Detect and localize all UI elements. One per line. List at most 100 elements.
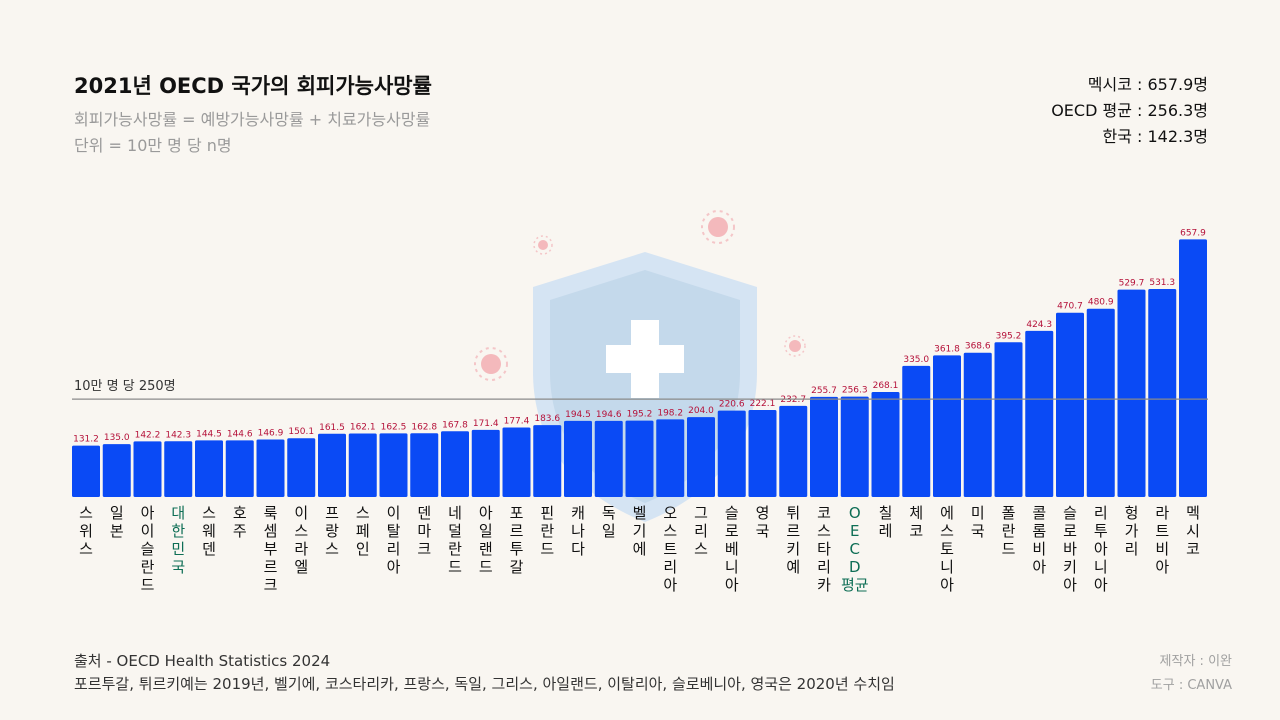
data-label: 135.0 xyxy=(104,433,130,443)
data-label: 150.1 xyxy=(288,427,314,437)
bar xyxy=(102,444,131,497)
bar xyxy=(687,417,715,497)
tool-credit: 도구 : CANVA xyxy=(1150,678,1232,693)
data-label: 144.6 xyxy=(227,429,253,439)
bar xyxy=(471,429,500,497)
data-label: 142.2 xyxy=(135,430,161,440)
bar xyxy=(502,427,531,497)
data-label: 162.5 xyxy=(381,422,407,432)
data-label: 424.3 xyxy=(1026,320,1052,330)
data-label: 142.3 xyxy=(165,430,191,440)
bar xyxy=(564,420,592,497)
bar xyxy=(902,365,931,497)
bar xyxy=(287,438,316,497)
virus-icon xyxy=(701,210,735,244)
data-label: 167.8 xyxy=(442,420,468,430)
bar xyxy=(348,433,377,497)
data-label: 480.9 xyxy=(1088,298,1114,308)
bar xyxy=(318,433,346,497)
bar xyxy=(717,410,746,497)
bar xyxy=(748,410,777,497)
data-label: 268.1 xyxy=(873,381,899,391)
data-label: 183.6 xyxy=(534,414,560,424)
bar xyxy=(994,342,1023,497)
data-label: 470.7 xyxy=(1057,302,1083,312)
bar xyxy=(1025,330,1054,497)
data-label: 171.4 xyxy=(473,419,499,429)
data-label: 335.0 xyxy=(903,355,929,365)
bar xyxy=(1179,239,1207,498)
data-label: 256.3 xyxy=(842,386,868,396)
bar xyxy=(441,431,469,497)
data-label: 361.8 xyxy=(934,344,960,354)
virus-icon xyxy=(533,235,553,255)
data-label: 222.1 xyxy=(750,399,776,409)
bar xyxy=(1117,289,1146,497)
reference-line-label: 10만 명 당 250명 xyxy=(74,379,176,394)
data-label: 198.2 xyxy=(657,408,683,418)
data-label: 368.6 xyxy=(965,342,991,352)
stat-mexico: 멕시코 : 657.9명 xyxy=(1087,75,1208,94)
bar xyxy=(256,439,285,497)
data-label: 162.8 xyxy=(411,422,437,432)
data-label: 232.7 xyxy=(780,395,806,405)
data-label: 194.5 xyxy=(565,410,591,420)
bar xyxy=(656,419,685,497)
data-label: 162.1 xyxy=(350,423,376,433)
data-label: 195.2 xyxy=(627,410,653,420)
bar xyxy=(72,445,100,497)
chart-title: 2021년 OECD 국가의 회피가능사망률 xyxy=(74,74,432,98)
data-label: 220.6 xyxy=(719,400,745,410)
bar xyxy=(779,405,808,497)
data-label: 255.7 xyxy=(811,386,837,396)
data-label: 194.6 xyxy=(596,410,622,420)
bar xyxy=(379,433,408,497)
bar xyxy=(1056,312,1084,497)
data-label: 161.5 xyxy=(319,423,345,433)
stat-oecd-average: OECD 평균 : 256.3명 xyxy=(1051,101,1208,120)
unit-label: 단위 = 10만 명 당 n명 xyxy=(74,136,232,155)
bar xyxy=(164,441,193,497)
data-label: 204.0 xyxy=(688,406,714,416)
data-label: 131.2 xyxy=(73,435,99,445)
stat-korea: 한국 : 142.3명 xyxy=(1102,127,1208,146)
data-label: 529.7 xyxy=(1119,279,1145,289)
source-note: 출처 - OECD Health Statistics 2024 xyxy=(74,652,331,670)
bar xyxy=(225,440,254,497)
bar xyxy=(625,420,654,497)
bar xyxy=(871,392,900,497)
bar xyxy=(933,355,961,497)
summary-stats: 멕시코 : 657.9명 OECD 평균 : 256.3명 한국 : 142.3… xyxy=(1051,72,1208,150)
bar xyxy=(533,425,562,497)
